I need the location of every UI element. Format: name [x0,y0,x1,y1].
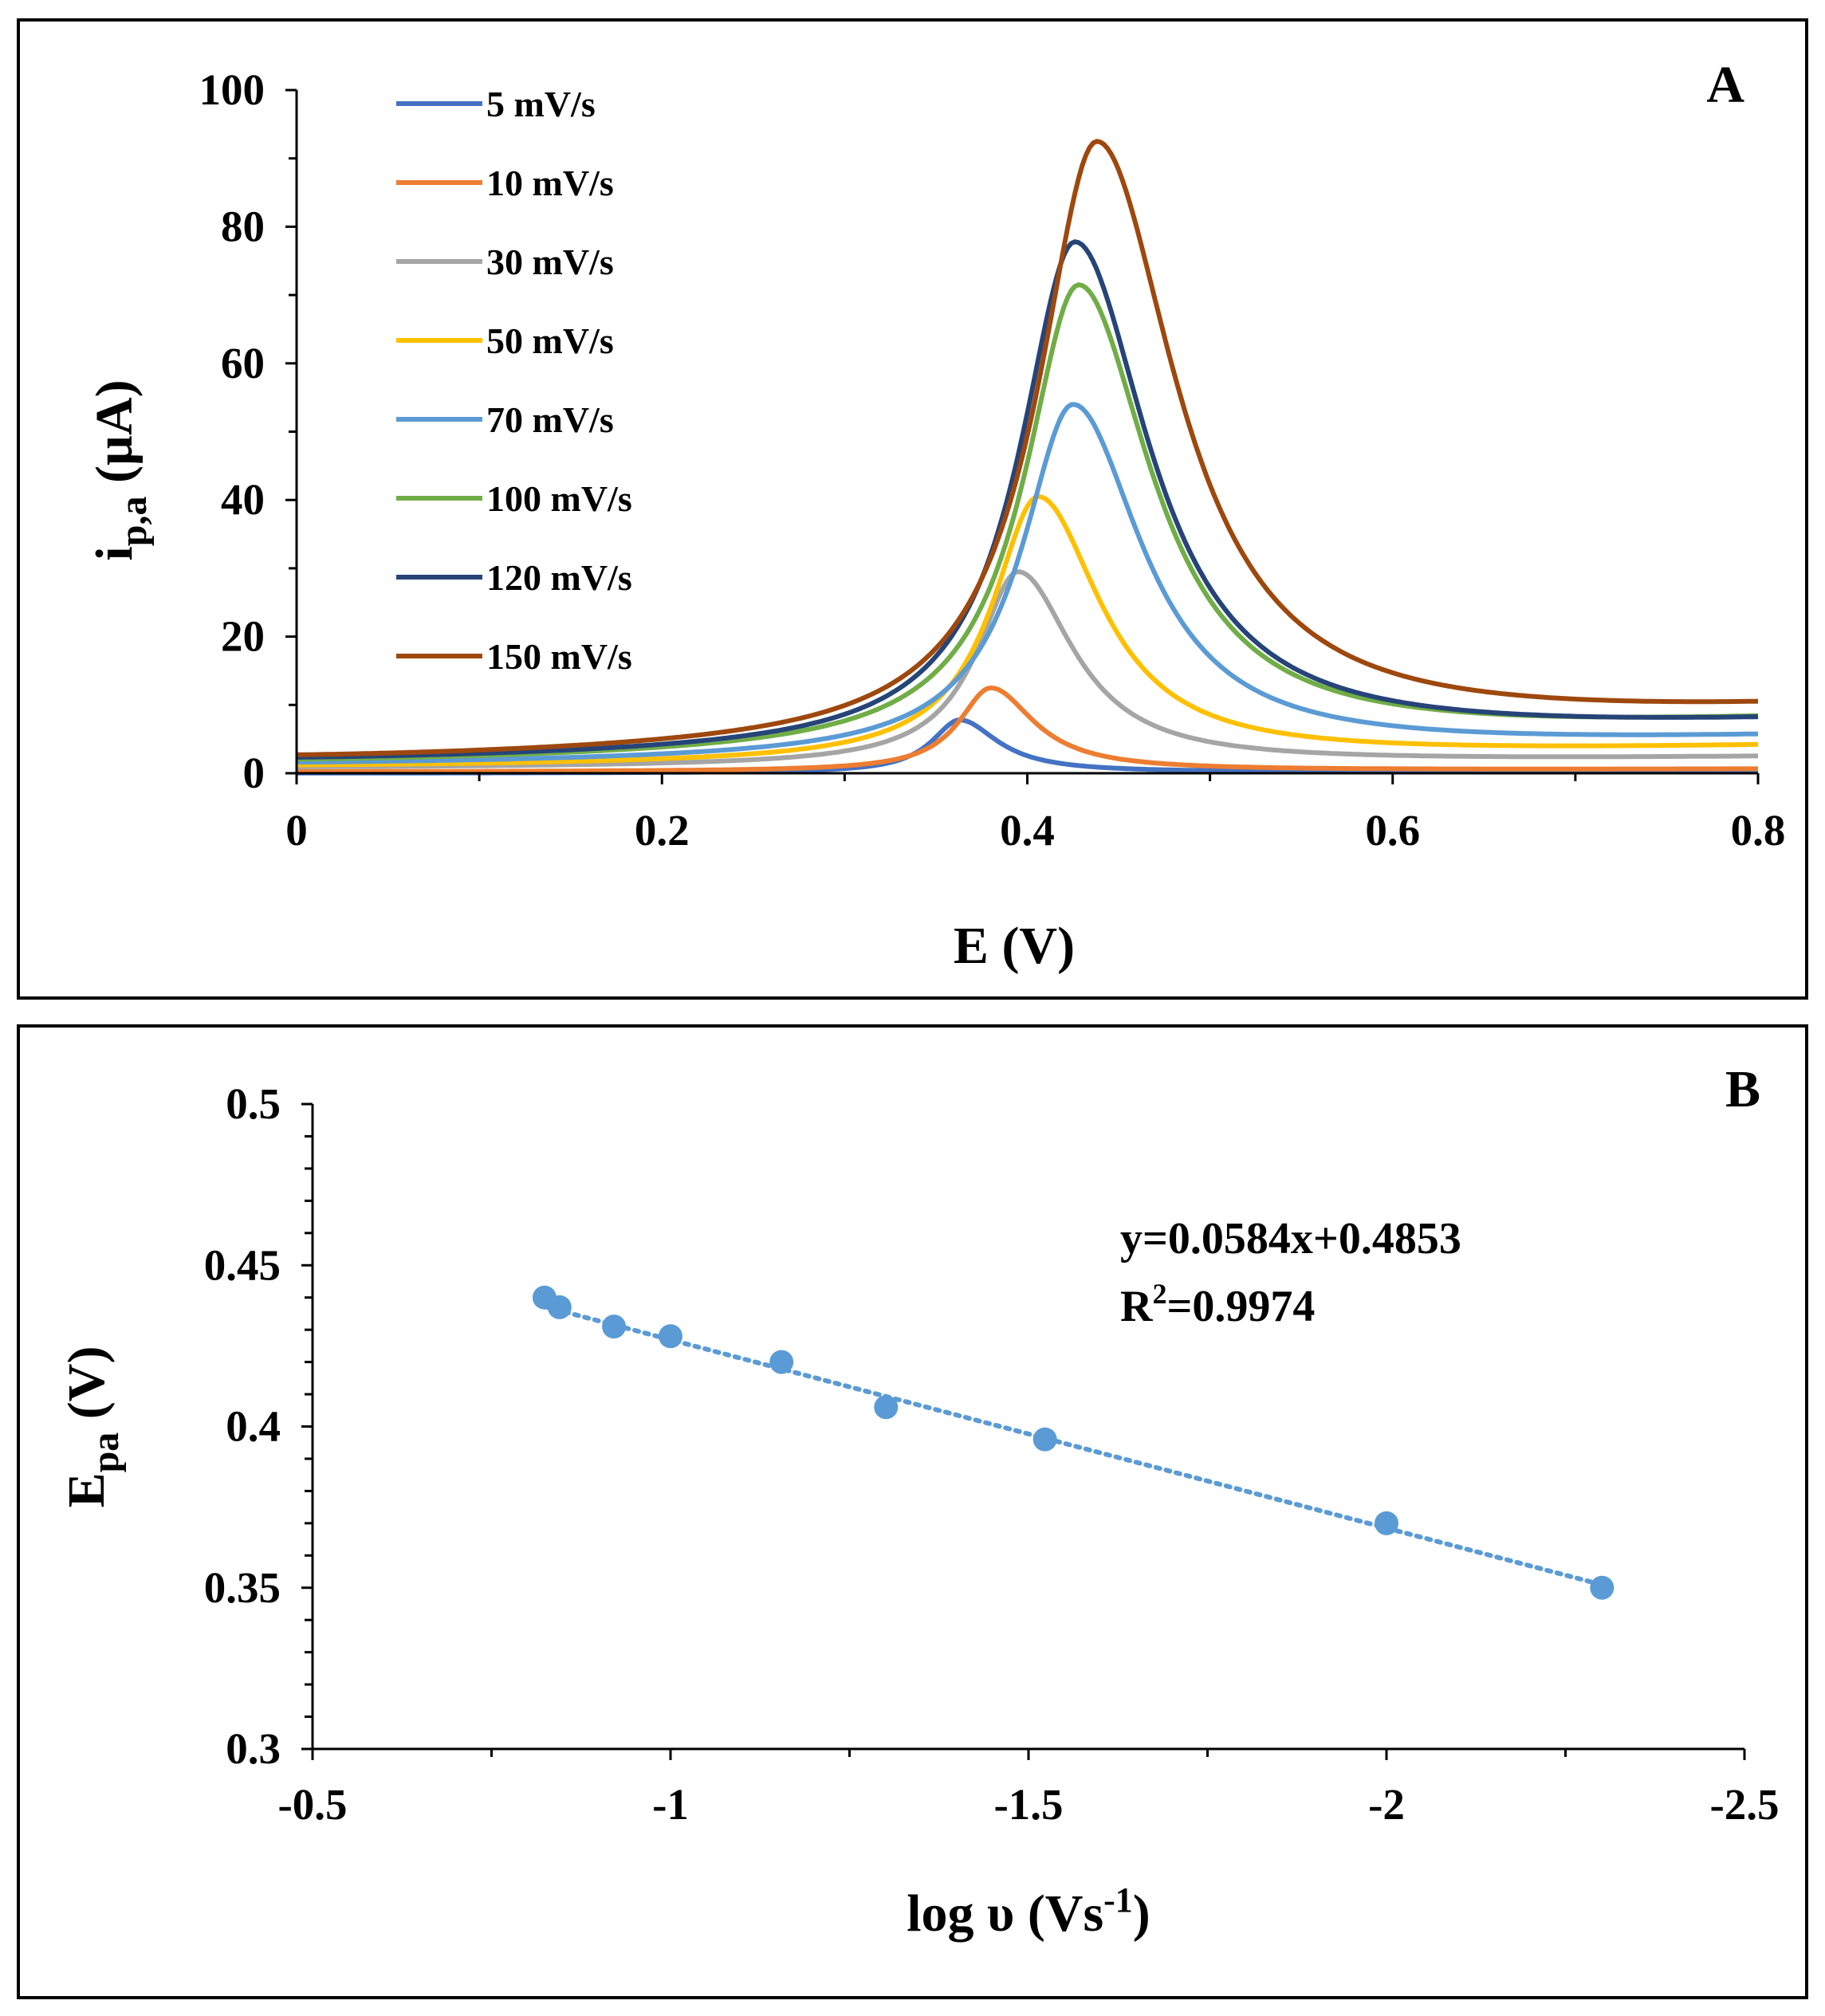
panel-b-r2: R2=0.9974 [1120,1278,1315,1331]
x-tick-label: 0.8 [1731,806,1786,855]
y-tick-label: 20 [221,612,265,661]
legend-label-1: 5 mV/s [486,84,596,124]
series-line-5 [296,402,1759,765]
panel-a-legend: 5 mV/s 10 mV/s 30 mV/s 50 mV/s 70 mV/s 100 mV… [396,84,632,677]
panel-a-frame [17,18,1808,1000]
panel-b-x-title-sup: -1 [1103,1880,1133,1920]
legend-label-8: 150 mV/s [486,636,632,677]
data-point-3 [602,1315,627,1339]
y-tick-label: 0 [243,749,265,797]
y-tick-label: 80 [221,202,265,250]
panel-b-ticks: -0.5 -1 -1.5 -2 -2.5 0.3 0.35 0.4 0.45 0.5 [204,1079,1780,1829]
panel-b-r2-sup: 2 [1152,1278,1166,1310]
series-line-7 [297,239,1759,760]
panel-b-equation: y=0.0584x+0.4853 [1120,1214,1461,1263]
data-point-7 [1032,1427,1057,1452]
legend-label-3: 30 mV/s [486,242,614,282]
x-tick-label: -1 [652,1780,689,1829]
panel-b: -0.5 -1 -1.5 -2 -2.5 0.3 0.35 0.4 0.45 0.5 B y=0.… [17,1024,1808,1999]
legend-label-7: 120 mV/s [486,557,632,598]
trendline [541,1304,1605,1588]
x-tick-label: -2 [1368,1780,1405,1829]
x-tick-label: 0.4 [1000,806,1055,855]
panel-a-y-title-main: i [85,546,144,560]
panel-a-y-title-unit: (µA) [85,379,144,496]
data-point-4 [659,1324,682,1349]
x-tick-label: -1.5 [993,1780,1063,1829]
x-tick-label: -0.5 [277,1780,347,1829]
y-tick-label: 0.4 [226,1402,281,1451]
panel-b-trendline-layer [541,1304,1605,1588]
legend-label-6: 100 mV/s [486,478,632,519]
panel-b-letter: B [1725,1060,1760,1118]
y-tick-label: 0.45 [204,1240,281,1289]
series-line-4 [296,493,1759,768]
panel-a-y-title: ip,a (µA) [85,379,155,560]
legend-label-5: 70 mV/s [486,399,614,440]
y-tick-label: 100 [199,65,265,114]
panel-a-x-title: E (V) [954,917,1075,975]
panel-b-y-title-sub: pa [85,1432,127,1473]
panel-b-x-title-main: log υ (Vs [907,1884,1103,1943]
legend-label-2: 10 mV/s [486,163,614,203]
x-tick-label: 0.2 [635,806,690,855]
series-line-2 [297,685,1758,774]
panel-a-y-title-sub: p,a [112,497,155,547]
panel-b-r2-tail: =0.9974 [1166,1282,1315,1331]
y-tick-label: 0.35 [204,1563,281,1612]
y-tick-label: 40 [221,475,265,524]
panel-b-r2-main: R [1120,1282,1153,1331]
panel-a-letter: A [1706,56,1744,114]
panel-b-x-title: log υ (Vs-1) [907,1880,1150,1943]
x-tick-label: -2.5 [1709,1780,1779,1829]
x-tick-label: 0.6 [1365,806,1420,855]
x-tick-label: 0 [285,806,308,855]
series-line-8 [296,139,1758,757]
panel-a: 0 0.2 0.4 0.6 0.8 0 20 40 60 80 100 5 mV/s 10 mV/s 3… [17,18,1808,1000]
panel-b-y-title-unit: (V) [57,1346,116,1432]
panel-b-y-title: Epa (V) [57,1346,127,1508]
data-point-9 [1590,1575,1615,1600]
data-point-2 [547,1295,572,1319]
data-point-5 [769,1350,794,1374]
y-tick-label: 0.5 [226,1079,281,1128]
panel-b-points [532,1285,1615,1600]
y-tick-label: 0.3 [226,1724,281,1773]
panel-b-y-title-main: E [57,1472,116,1507]
data-point-8 [1375,1511,1398,1535]
panel-b-x-title-tail: ) [1133,1884,1150,1943]
data-point-6 [874,1395,899,1420]
series-line-3 [297,569,1758,769]
legend-label-4: 50 mV/s [486,320,614,361]
y-tick-label: 60 [221,339,265,387]
panel-b-frame [17,1024,1808,1999]
panel-a-ticks: 0 0.2 0.4 0.6 0.8 0 20 40 60 80 100 [199,65,1786,855]
